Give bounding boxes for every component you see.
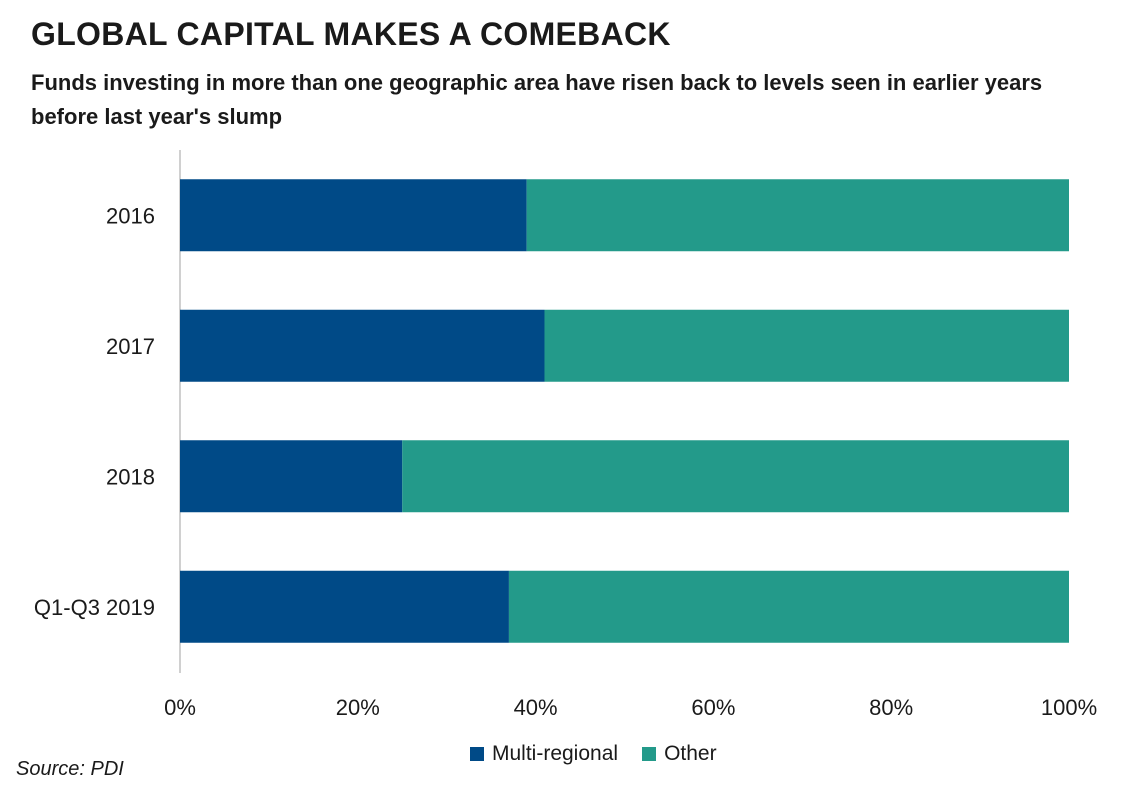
source-note: Source: PDI [16,758,124,780]
x-tick-label: 100% [1041,695,1097,720]
bar-multi-regional-q1-q3-2019 [180,570,509,643]
legend: Multi-regional Other [470,742,741,766]
x-tick-label: 20% [336,695,380,720]
category-label: Q1-Q3 2019 [34,595,155,620]
bar-multi-regional-2016 [180,179,527,252]
legend-item-other: Other [642,742,717,766]
x-tick-label: 40% [514,695,558,720]
x-tick-label: 60% [691,695,735,720]
bar-multi-regional-2018 [180,440,403,513]
category-label: 2016 [106,203,155,228]
bar-other-q1-q3-2019 [508,570,1069,643]
chart-title: GLOBAL CAPITAL MAKES A COMEBACK [31,16,671,52]
legend-label-other: Other [664,742,717,765]
bars-group [180,179,1069,643]
bar-multi-regional-2017 [180,309,545,382]
legend-item-multi-regional: Multi-regional [470,742,618,766]
bar-other-2017 [544,309,1069,382]
bar-other-2016 [526,179,1069,252]
legend-label-multi-regional: Multi-regional [492,742,619,765]
x-tick-labels: 0% 20% 40% 60% 80% 100% [164,695,1097,720]
bar-other-2018 [402,440,1069,513]
x-tick-label: 80% [869,695,913,720]
category-label: 2017 [106,334,155,359]
category-label: 2018 [106,464,155,489]
chart-subtitle: Funds investing in more than one geograp… [31,70,1043,129]
legend-swatch-other [642,747,657,761]
x-tick-label: 0% [164,695,196,720]
legend-swatch-multi-regional [470,747,484,761]
category-labels: 2016 2017 2018 Q1-Q3 2019 [34,203,155,620]
